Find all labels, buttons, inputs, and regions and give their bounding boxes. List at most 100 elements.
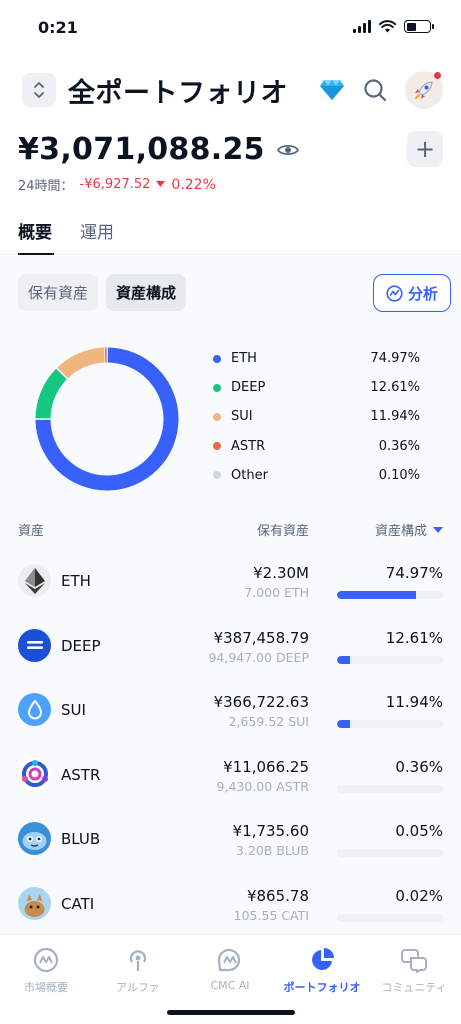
asset-share: 74.97% <box>385 564 443 582</box>
segment-allocation[interactable]: 資産構成 <box>106 274 187 311</box>
legend-percent: 12.61% <box>370 380 420 396</box>
allocation-bar <box>337 784 443 793</box>
allocation-bar <box>337 849 443 858</box>
asset-value: ¥865.78 <box>246 886 309 905</box>
legend-item: Other 0.10% <box>213 461 420 490</box>
allocation-bar-fill <box>337 655 351 664</box>
nav-portfolio[interactable]: ポートフォリオ <box>276 945 368 995</box>
allocation-bar <box>337 720 443 729</box>
asset-symbol: ASTR <box>61 765 101 784</box>
segment-holdings[interactable]: 保有資産 <box>18 274 99 311</box>
nav-market-label: 市場概要 <box>24 981 68 994</box>
portfolio-header: 全ポートフォリオ <box>22 70 443 110</box>
analyze-button[interactable]: 分析 <box>373 274 451 312</box>
asset-symbol: CATI <box>61 894 95 913</box>
legend-dot <box>213 442 221 451</box>
bottom-nav: 市場概要 アルファ CMC AI ポートフォリオ コミュニティ <box>0 934 461 1024</box>
donut-slice-eth <box>35 347 179 491</box>
col-allocation[interactable]: 資産構成 <box>375 520 443 539</box>
table-row[interactable]: SUI ¥366,722.63 2,659.52 SUI 11.94% <box>18 679 443 744</box>
eth-icon <box>18 564 51 597</box>
legend-dot <box>213 471 221 480</box>
nav-market[interactable]: 市場概要 <box>0 945 92 995</box>
plus-icon: + <box>414 135 436 163</box>
rocket-icon <box>415 81 433 99</box>
nav-community[interactable]: コミュニティ <box>368 945 460 995</box>
asset-share: 11.94% <box>385 693 443 712</box>
allocation-bar <box>337 591 443 599</box>
portfolio-icon <box>312 948 334 970</box>
caret-down-icon <box>156 181 166 187</box>
astr-icon <box>18 757 51 791</box>
nav-alpha[interactable]: アルファ <box>92 945 184 995</box>
page-title: 全ポートフォリオ <box>68 77 288 109</box>
col-allocation-label: 資産構成 <box>374 524 427 539</box>
legend-dot <box>213 412 221 421</box>
legend-percent: 0.36% <box>378 438 420 454</box>
status-icons <box>353 20 434 33</box>
sui-icon <box>18 693 51 727</box>
tab-indicator <box>18 253 54 255</box>
change-value: -¥6,927.52 <box>79 177 151 192</box>
notification-dot <box>433 71 442 80</box>
allocation-bar <box>337 913 443 922</box>
asset-holding: 94,947.00 DEEP <box>208 649 309 665</box>
asset-value: ¥387,458.79 <box>213 628 309 647</box>
legend-label: ETH <box>231 351 257 367</box>
battery-icon <box>404 20 434 33</box>
analytics-icon <box>386 284 403 302</box>
asset-value: ¥366,722.63 <box>213 693 309 712</box>
sort-caret-icon <box>433 526 443 533</box>
tab-earn[interactable]: 運用 <box>80 223 114 243</box>
asset-holding: 7.000 ETH <box>244 585 309 600</box>
eye-icon[interactable] <box>276 142 299 158</box>
asset-value: ¥11,066.25 <box>223 757 309 776</box>
view-segment: 保有資産 資産構成 <box>18 274 187 311</box>
asset-holding: 105.55 CATI <box>233 907 309 923</box>
legend-item: DEEP 12.61% <box>213 373 420 402</box>
legend-label: DEEP <box>231 380 266 396</box>
status-bar: 0:21 <box>0 0 461 54</box>
chart-legend: ETH 74.97% DEEP 12.61% SUI 11.94% ASTR 0.36% Oth… <box>213 344 420 490</box>
asset-symbol: DEEP <box>61 636 101 655</box>
chevron-updown-icon <box>34 82 44 98</box>
portfolio-switch-button[interactable] <box>22 73 56 107</box>
legend-item: SUI 11.94% <box>213 402 420 431</box>
cmc-ai-icon <box>217 948 241 972</box>
col-holdings[interactable]: 保有資産 <box>256 524 309 539</box>
total-balance: ¥3,071,088.25 <box>18 132 265 167</box>
table-row[interactable]: ASTR ¥11,066.25 9,430.00 ASTR 0.36% <box>18 744 443 809</box>
legend-percent: 0.10% <box>378 467 420 483</box>
table-row[interactable]: DEEP ¥387,458.79 94,947.00 DEEP 12.61% <box>18 615 443 680</box>
tab-divider <box>0 254 461 255</box>
asset-share: 0.05% <box>395 822 443 841</box>
legend-label: SUI <box>231 409 253 425</box>
table-row[interactable]: BLUB ¥1,735.60 3.20B BLUB 0.05% <box>18 808 443 873</box>
asset-symbol: SUI <box>61 701 86 720</box>
blub-icon <box>18 822 51 856</box>
search-icon[interactable] <box>363 78 387 102</box>
asset-list: ETH ¥2.30M 7.000 ETH 74.97% DEEP ¥387,45… <box>18 550 443 938</box>
allocation-bar-fill <box>337 720 350 729</box>
wifi-icon <box>379 20 396 33</box>
diamond-icon[interactable] <box>319 79 345 101</box>
add-transaction-button[interactable]: + <box>407 131 443 167</box>
nav-portfolio-label: ポートフォリオ <box>283 981 361 994</box>
deep-icon <box>18 628 51 662</box>
cati-icon <box>18 886 51 920</box>
table-row[interactable]: ETH ¥2.30M 7.000 ETH 74.97% <box>18 550 443 615</box>
nav-cmc-ai[interactable]: CMC AI <box>184 945 276 992</box>
tab-overview[interactable]: 概要 <box>18 223 52 243</box>
avatar[interactable] <box>405 71 443 109</box>
asset-symbol: ETH <box>61 572 91 590</box>
donut-slice-deep <box>35 368 68 419</box>
allocation-bar-fill <box>337 591 417 599</box>
table-row[interactable]: CATI ¥865.78 105.55 CATI 0.02% <box>18 873 443 938</box>
change-percent: 0.22% <box>171 176 216 193</box>
analyze-label: 分析 <box>407 284 438 303</box>
nav-cmc-ai-label: CMC AI <box>210 979 250 992</box>
table-header: 資産 保有資産 資産構成 <box>18 520 443 540</box>
nav-community-label: コミュニティ <box>381 981 447 994</box>
status-time: 0:21 <box>38 18 78 37</box>
legend-item: ETH 74.97% <box>213 344 420 373</box>
